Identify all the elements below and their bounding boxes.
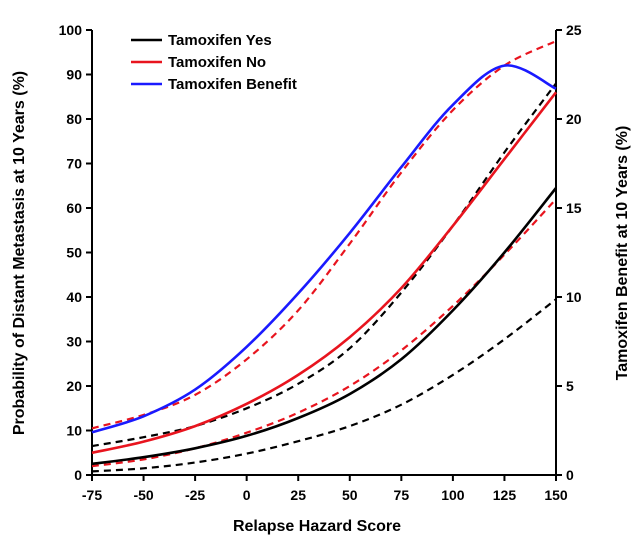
x-tick-label: 100 bbox=[441, 487, 465, 503]
axes bbox=[86, 29, 562, 481]
legend-label-tamoxifen-no: Tamoxifen No bbox=[168, 54, 266, 71]
x-tick-label: 25 bbox=[290, 487, 306, 503]
series-lines bbox=[91, 64, 558, 466]
x-tick-label: -50 bbox=[133, 487, 153, 503]
tick-labels: -75 -50 -25 0 25 50 75 100 125 150010203040506070… bbox=[59, 22, 582, 503]
y-tick-label: 10 bbox=[66, 423, 82, 439]
x-tick-label: -75 bbox=[82, 487, 102, 503]
series-tamoxifen-no-ci-lower bbox=[91, 198, 557, 468]
series-tamoxifen-yes-ci-lower bbox=[91, 298, 557, 473]
x-axis-title: Relapse Hazard Score bbox=[233, 518, 401, 535]
y2-axis-title: Tamoxifen Benefit at 10 Years (%) bbox=[614, 126, 631, 381]
x-tick-label: 0 bbox=[243, 487, 251, 503]
series-tamoxifen-no-ci-upper bbox=[91, 40, 557, 430]
y2-tick-label: 15 bbox=[566, 200, 582, 216]
x-tick-label: 150 bbox=[544, 487, 568, 503]
y-tick-label: 100 bbox=[59, 22, 83, 38]
y-axis-title: Probability of Distant Metastasis at 10 … bbox=[11, 71, 28, 435]
x-tick-label: 50 bbox=[342, 487, 358, 503]
y-tick-label: 0 bbox=[74, 467, 82, 483]
legend-label-tamoxifen-yes: Tamoxifen Yes bbox=[168, 32, 272, 49]
x-tick-label: 125 bbox=[493, 487, 517, 503]
y-tick-label: 50 bbox=[66, 245, 82, 261]
y-tick-label: 80 bbox=[66, 111, 82, 127]
y2-tick-label: 20 bbox=[566, 111, 582, 127]
y-tick-label: 90 bbox=[66, 67, 82, 83]
y-tick-label: 30 bbox=[66, 334, 82, 350]
x-tick-label: 75 bbox=[394, 487, 410, 503]
y-tick-label: 40 bbox=[66, 289, 82, 305]
series-tamoxifen-no-line bbox=[91, 91, 558, 455]
y-tick-label: 60 bbox=[66, 200, 82, 216]
y-tick-label: 20 bbox=[66, 378, 82, 394]
y2-tick-label: 5 bbox=[566, 378, 574, 394]
series-tamoxifen-yes-ci-upper bbox=[91, 82, 557, 448]
x-tick-label: -25 bbox=[185, 487, 205, 503]
series-tamoxifen-yes-line bbox=[91, 187, 558, 466]
y2-tick-label: 10 bbox=[566, 289, 582, 305]
legend: Tamoxifen Yes Tamoxifen No Tamoxifen Ben… bbox=[131, 32, 297, 93]
y-tick-label: 70 bbox=[66, 156, 82, 172]
y2-tick-label: 0 bbox=[566, 467, 574, 483]
legend-label-tamoxifen-benefit: Tamoxifen Benefit bbox=[168, 76, 297, 93]
y2-tick-label: 25 bbox=[566, 22, 582, 38]
series-tamoxifen-benefit-line bbox=[91, 64, 557, 434]
